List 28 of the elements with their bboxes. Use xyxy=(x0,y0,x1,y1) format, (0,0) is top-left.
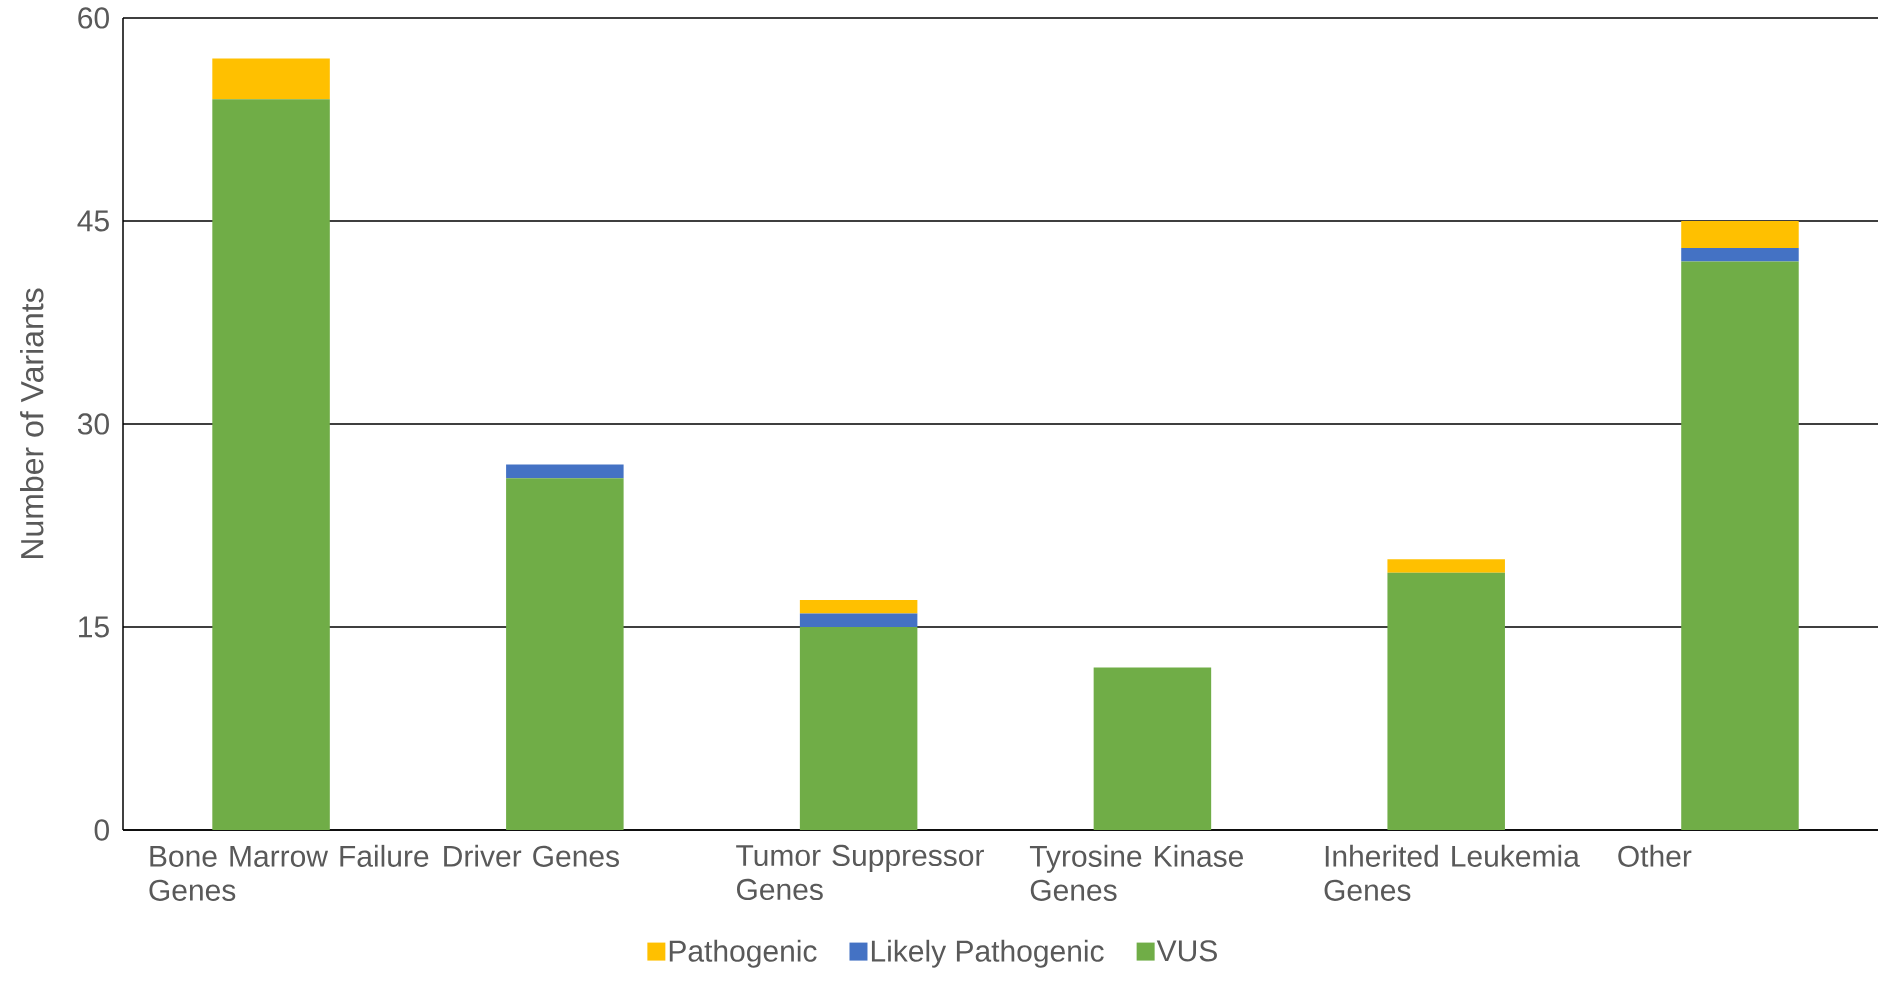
bar xyxy=(1093,667,1212,830)
bar xyxy=(1387,559,1505,573)
bar xyxy=(506,464,624,479)
y-tick-label: 0 xyxy=(94,819,109,841)
bar xyxy=(799,613,918,627)
x-tick-label: Inherited Leukemia Genes xyxy=(1324,844,1580,901)
y-tick-label: 60 xyxy=(78,7,109,29)
bar xyxy=(212,99,330,830)
bar xyxy=(506,478,624,830)
bar xyxy=(1681,261,1799,830)
legend-label: Pathogenic xyxy=(669,939,817,968)
x-tick-label: Bone Marrow Failure Genes xyxy=(149,844,429,901)
y-tick-label: 15 xyxy=(79,616,109,638)
bar xyxy=(1387,572,1505,830)
bar xyxy=(1681,220,1799,249)
bar xyxy=(212,58,330,100)
x-tick-label: Tyrosine Kinase Genes xyxy=(1029,844,1244,901)
x-tick-label: Other xyxy=(1618,844,1692,867)
bar xyxy=(799,599,918,614)
x-tick-label: Driver Genes xyxy=(444,844,619,867)
y-axis-title: Number of Variants xyxy=(20,288,44,559)
y-tick-label: 30 xyxy=(77,413,109,435)
y-tick-label: 45 xyxy=(77,210,109,232)
x-tick-label: Tumor Suppressor Genes xyxy=(736,844,984,901)
bar xyxy=(799,627,918,830)
bar xyxy=(1681,248,1799,262)
legend-label: VUS xyxy=(1156,940,1217,962)
legend-label: Likely Pathogenic xyxy=(871,939,1104,968)
